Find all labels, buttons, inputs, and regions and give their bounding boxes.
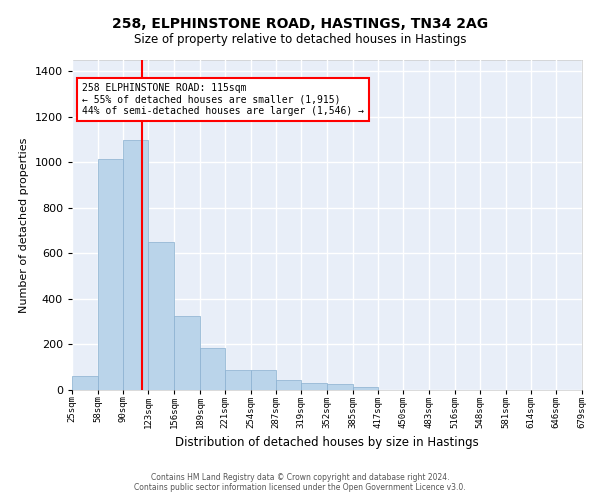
Bar bbox=[277, 380, 301, 390]
Text: 258 ELPHINSTONE ROAD: 115sqm
← 55% of detached houses are smaller (1,915)
44% of: 258 ELPHINSTONE ROAD: 115sqm ← 55% of de… bbox=[82, 83, 364, 116]
Bar bbox=[98, 159, 122, 390]
Text: 258, ELPHINSTONE ROAD, HASTINGS, TN34 2AG: 258, ELPHINSTONE ROAD, HASTINGS, TN34 2A… bbox=[112, 18, 488, 32]
Bar bbox=[148, 242, 174, 390]
Bar bbox=[327, 384, 353, 390]
Text: Contains HM Land Registry data © Crown copyright and database right 2024.
Contai: Contains HM Land Registry data © Crown c… bbox=[134, 473, 466, 492]
X-axis label: Distribution of detached houses by size in Hastings: Distribution of detached houses by size … bbox=[175, 436, 479, 449]
Y-axis label: Number of detached properties: Number of detached properties bbox=[19, 138, 29, 312]
Bar bbox=[174, 316, 200, 390]
Text: Size of property relative to detached houses in Hastings: Size of property relative to detached ho… bbox=[134, 32, 466, 46]
Bar bbox=[122, 140, 148, 390]
Bar bbox=[225, 370, 251, 390]
Bar bbox=[72, 376, 98, 390]
Bar bbox=[301, 383, 327, 390]
Bar bbox=[200, 348, 225, 390]
Bar bbox=[353, 386, 377, 390]
Bar bbox=[251, 370, 277, 390]
